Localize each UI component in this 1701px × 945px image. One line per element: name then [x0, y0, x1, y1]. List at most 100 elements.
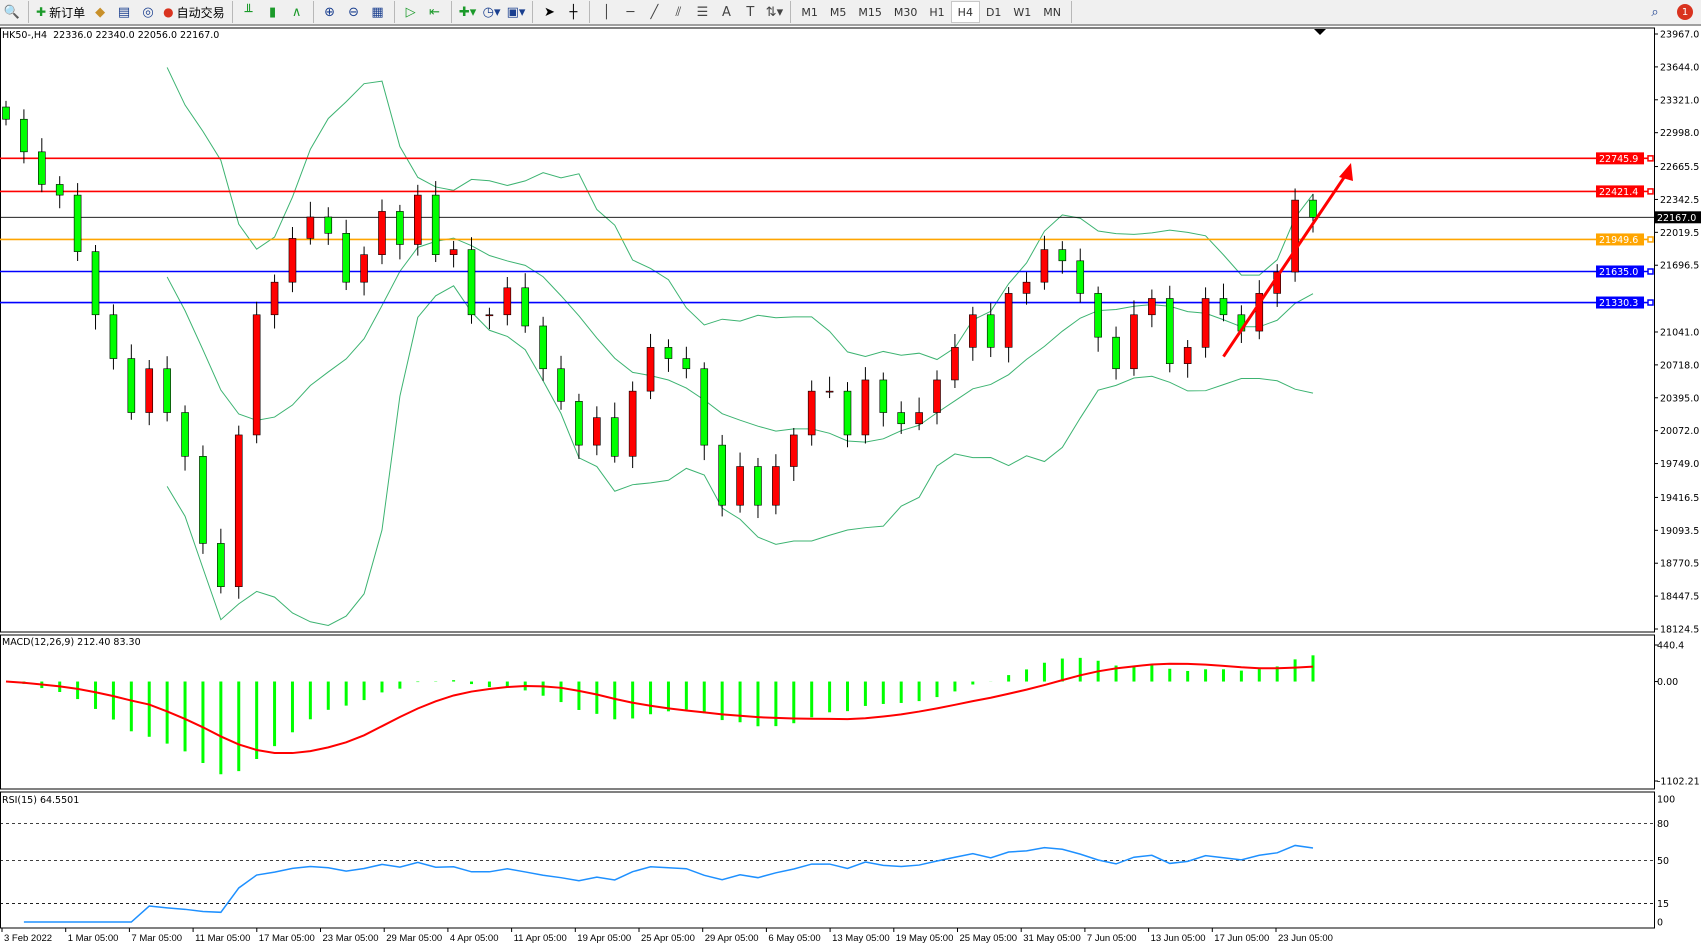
candle-bearish [843, 390, 852, 436]
candle-bearish [163, 368, 171, 413]
candle-bullish [288, 238, 297, 283]
equidistant-channel-icon[interactable]: ⫽ [675, 4, 682, 20]
candle-bearish [1094, 293, 1102, 338]
main-pane [0, 27, 1655, 633]
price-label: 22665.5 [1660, 162, 1699, 173]
trendline-icon[interactable]: ╱ [650, 4, 659, 20]
candle-bearish [1165, 298, 1174, 364]
time-label: 17 Jun 05:00 [1214, 933, 1269, 944]
price-label: 18770.5 [1660, 559, 1699, 570]
candle-bullish [449, 249, 458, 255]
candle-bearish [664, 347, 673, 359]
indicators-icon[interactable]: ✚▾ [458, 4, 477, 20]
timeframe-h1[interactable]: H1 [929, 5, 945, 19]
candle-bullish [736, 466, 744, 506]
level-price-label: 21949.6 [1599, 235, 1638, 246]
timeframe-w1[interactable]: W1 [1013, 5, 1032, 19]
time-label: 29 Mar 05:00 [386, 933, 442, 944]
candle-bearish [2, 106, 10, 120]
trend-arrow-shaft[interactable] [1222, 172, 1349, 358]
candle-bullish [789, 434, 798, 467]
candle-bearish [1112, 336, 1120, 370]
text-icon[interactable]: A [721, 4, 731, 20]
candle-bearish [342, 233, 350, 283]
search-icon[interactable]: ⌕ [1651, 4, 1659, 20]
arrows-icon[interactable]: ⇅▾ [765, 4, 784, 20]
auto-scroll-icon[interactable]: ▷ [405, 4, 416, 20]
zoom-in-icon[interactable]: ⊕ [324, 4, 336, 20]
candle-bullish [270, 281, 279, 316]
timeframe-m1[interactable]: M1 [801, 5, 818, 19]
candle-bullish [772, 466, 780, 506]
bollinger-upper [166, 67, 1314, 361]
search-icon[interactable]: 🔍 [3, 4, 21, 20]
periods-clock-icon[interactable]: ◷▾ [482, 4, 501, 20]
candle-bearish [575, 401, 583, 446]
line-chart-icon[interactable]: ∧ [291, 4, 302, 20]
candle-bullish [1291, 199, 1299, 273]
time-label: 25 May 05:00 [960, 933, 1018, 944]
templates-icon[interactable]: ▣▾ [506, 4, 526, 20]
candle-bullish [933, 379, 941, 413]
crosshair-icon[interactable]: ┼ [569, 4, 578, 20]
candle-bearish [38, 151, 46, 185]
chart-shift-icon[interactable]: ⇤ [429, 4, 441, 20]
candle-bullish [1148, 298, 1156, 316]
level-handle[interactable] [1647, 236, 1654, 243]
timeframe-m5[interactable]: M5 [829, 5, 847, 19]
level-handle[interactable] [1647, 188, 1654, 195]
price-label: 23321.0 [1660, 95, 1699, 106]
candle-bullish [1183, 347, 1192, 364]
candle-bullish [646, 347, 655, 392]
candle-bearish [91, 251, 100, 316]
divider [589, 1, 591, 23]
level-handle[interactable] [1647, 268, 1654, 275]
tile-windows-icon[interactable]: ▦ [371, 4, 384, 20]
horizontal-line-icon[interactable]: ─ [626, 4, 635, 20]
timeframe-mn[interactable]: MN [1043, 5, 1062, 19]
notifications-badge[interactable]: 1 [1677, 4, 1693, 20]
bar-chart-icon[interactable]: ╨ [244, 4, 253, 20]
timeframe-m15[interactable]: M15 [858, 5, 882, 19]
candle-bearish [199, 456, 207, 544]
candle-bearish [754, 466, 762, 506]
timeframe-d1[interactable]: D1 [985, 5, 1002, 19]
time-label: 3 Feb 2022 [4, 933, 52, 944]
text-label-icon[interactable]: T [746, 4, 755, 20]
divider [790, 1, 792, 23]
timeframe-h4[interactable]: H4 [950, 1, 980, 23]
candle-bearish [1076, 260, 1085, 294]
zoom-out-icon[interactable]: ⊖ [348, 4, 360, 20]
candlestick-chart-icon[interactable]: ▮ [269, 4, 277, 20]
level-handle[interactable] [1647, 299, 1654, 306]
candle-bullish [1040, 249, 1049, 283]
time-label: 23 Mar 05:00 [323, 933, 379, 944]
time-label: 11 Mar 05:00 [195, 933, 250, 944]
candle-bullish [951, 347, 959, 381]
candle-bearish [557, 368, 565, 402]
timeframe-m30[interactable]: M30 [893, 5, 918, 19]
level-price-label: 22421.4 [1599, 187, 1638, 198]
level-handle[interactable] [1647, 155, 1654, 162]
market-watch-icon[interactable]: ◆ [95, 4, 106, 20]
candle-bearish [610, 417, 619, 457]
candle-bearish [217, 543, 225, 587]
rsi-line [23, 844, 1314, 923]
price-label: 22342.5 [1660, 195, 1699, 206]
divider [1071, 1, 1073, 23]
navigator-icon[interactable]: ◎ [142, 4, 154, 20]
fibonacci-icon[interactable]: ☰ [696, 4, 709, 20]
auto-trading-button[interactable]: ● 自动交易 [160, 1, 228, 23]
cursor-icon[interactable]: ➤ [543, 4, 555, 20]
time-label: 23 Jun 05:00 [1278, 933, 1333, 944]
candle-bearish [1058, 249, 1067, 262]
macd-axis-label: 440.4 [1657, 641, 1684, 652]
chart-shift-marker-icon[interactable] [1314, 29, 1326, 35]
price-label: 19093.5 [1660, 526, 1699, 537]
vertical-line-icon[interactable]: │ [602, 4, 611, 20]
data-window-icon[interactable]: ▤ [117, 4, 131, 20]
rsi-pane [0, 791, 1655, 929]
new-order-button[interactable]: ✚ 新订单 [33, 1, 88, 23]
candle-bullish [825, 390, 834, 393]
